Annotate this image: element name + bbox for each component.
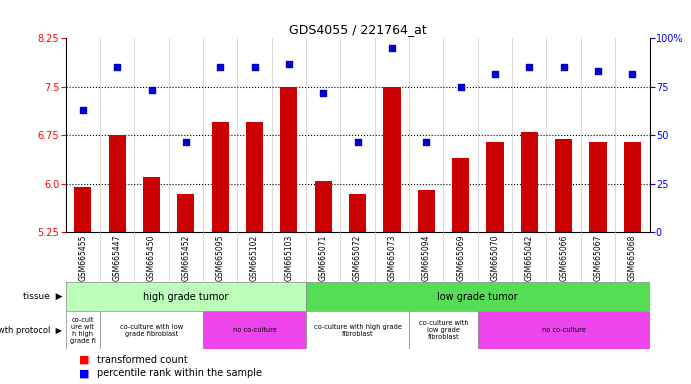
- Text: no co-culture: no co-culture: [233, 327, 276, 333]
- Bar: [417, 190, 435, 232]
- Bar: [306, 282, 650, 311]
- Point: [524, 65, 535, 71]
- Bar: [452, 158, 469, 232]
- Bar: [306, 311, 409, 349]
- Text: GSM665094: GSM665094: [422, 235, 430, 281]
- Bar: [211, 122, 229, 232]
- Point: [489, 71, 500, 77]
- Bar: [314, 180, 332, 232]
- Text: GSM665455: GSM665455: [78, 235, 87, 281]
- Text: GSM665071: GSM665071: [319, 235, 328, 281]
- Text: co-culture with
low grade
fibroblast: co-culture with low grade fibroblast: [419, 320, 468, 340]
- Point: [112, 65, 123, 71]
- Point: [318, 90, 329, 96]
- Point: [283, 61, 294, 67]
- Text: GSM665067: GSM665067: [594, 235, 603, 281]
- Text: GSM665450: GSM665450: [147, 235, 156, 281]
- Bar: [100, 311, 203, 349]
- Title: GDS4055 / 221764_at: GDS4055 / 221764_at: [289, 23, 426, 36]
- Text: transformed count: transformed count: [97, 355, 187, 365]
- Text: GSM665452: GSM665452: [181, 235, 190, 281]
- Text: GSM665447: GSM665447: [113, 235, 122, 281]
- Text: ■: ■: [79, 368, 90, 379]
- Text: GSM665072: GSM665072: [353, 235, 362, 281]
- Text: GSM665073: GSM665073: [388, 235, 397, 281]
- Bar: [384, 87, 401, 232]
- Bar: [246, 122, 263, 232]
- Bar: [203, 311, 306, 349]
- Text: GSM665068: GSM665068: [628, 235, 637, 281]
- Bar: [486, 142, 504, 232]
- Text: GSM665066: GSM665066: [559, 235, 568, 281]
- Bar: [66, 311, 100, 349]
- Bar: [409, 311, 477, 349]
- Text: GSM665095: GSM665095: [216, 235, 225, 281]
- Point: [592, 68, 603, 74]
- Text: no co-culture: no co-culture: [542, 327, 585, 333]
- Point: [249, 65, 260, 71]
- Bar: [143, 177, 160, 232]
- Point: [627, 71, 638, 77]
- Text: high grade tumor: high grade tumor: [143, 291, 229, 302]
- Bar: [521, 132, 538, 232]
- Text: growth protocol  ▶: growth protocol ▶: [0, 326, 62, 335]
- Bar: [589, 142, 607, 232]
- Text: percentile rank within the sample: percentile rank within the sample: [97, 368, 262, 379]
- Bar: [349, 194, 366, 232]
- Bar: [477, 311, 650, 349]
- Text: GSM665070: GSM665070: [491, 235, 500, 281]
- Text: co-culture with high grade
fibroblast: co-culture with high grade fibroblast: [314, 324, 401, 337]
- Point: [455, 84, 466, 90]
- Text: co-culture with low
grade fibroblast: co-culture with low grade fibroblast: [120, 324, 183, 337]
- Bar: [281, 87, 298, 232]
- Point: [180, 139, 191, 145]
- Point: [215, 65, 226, 71]
- Text: GSM665102: GSM665102: [250, 235, 259, 281]
- Point: [352, 139, 363, 145]
- Bar: [66, 282, 306, 311]
- Point: [558, 65, 569, 71]
- Text: GSM665042: GSM665042: [525, 235, 534, 281]
- Text: tissue  ▶: tissue ▶: [23, 292, 62, 301]
- Point: [77, 106, 88, 113]
- Point: [421, 139, 432, 145]
- Text: co-cult
ure wit
h high
grade fi: co-cult ure wit h high grade fi: [70, 317, 96, 344]
- Point: [386, 45, 397, 51]
- Text: low grade tumor: low grade tumor: [437, 291, 518, 302]
- Point: [146, 87, 157, 93]
- Bar: [624, 142, 641, 232]
- Bar: [178, 194, 194, 232]
- Text: ■: ■: [79, 355, 90, 365]
- Text: GSM665069: GSM665069: [456, 235, 465, 281]
- Bar: [74, 187, 91, 232]
- Bar: [108, 136, 126, 232]
- Bar: [555, 139, 572, 232]
- Text: GSM665103: GSM665103: [285, 235, 294, 281]
